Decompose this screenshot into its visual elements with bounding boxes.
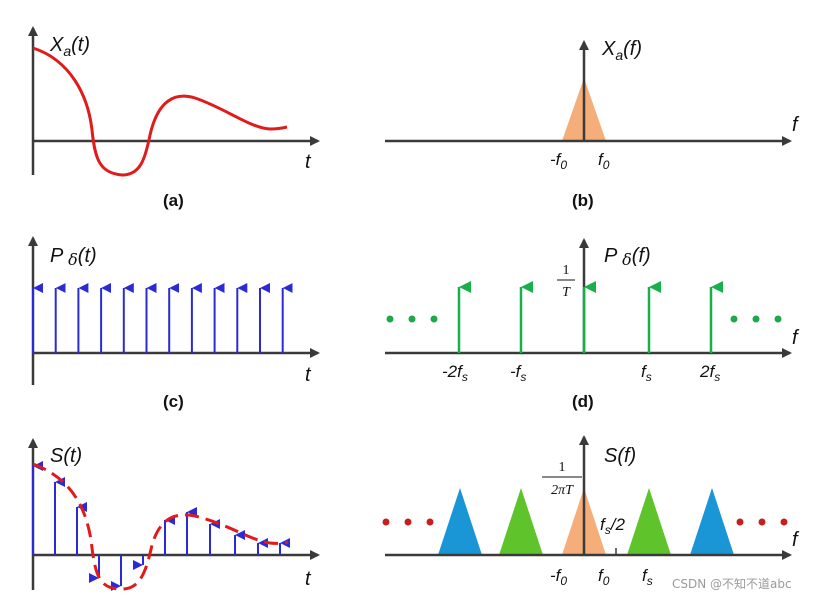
- d-amp-denominator: T: [562, 285, 571, 300]
- d-tick-minus-2fs: -2fs: [442, 362, 468, 384]
- d-dot: [430, 315, 438, 323]
- f-dot: [382, 518, 390, 526]
- panel-a: Xa(t) t (a): [28, 26, 320, 210]
- a-analog-signal-curve: [32, 46, 288, 177]
- c-y-label: P δ(t): [50, 245, 97, 269]
- d-tick-minus-fs: -fs: [510, 362, 526, 384]
- d-dot: [386, 315, 394, 323]
- panel-d: 1 T P δ(f) f -2fs -fs fs 2fs (d): [385, 238, 800, 411]
- f-ellipsis-right: [736, 518, 788, 526]
- panel-c: P δ(t) t (c): [28, 236, 320, 411]
- d-amp-numerator: 1: [563, 263, 570, 278]
- f-replica-blue-right: [690, 488, 734, 555]
- b-y-label: Xa(f): [601, 38, 642, 63]
- f-dot: [426, 518, 434, 526]
- f-amplitude-fraction: 1 2πT: [542, 460, 582, 498]
- f-dot: [736, 518, 744, 526]
- d-caption: (d): [572, 392, 594, 411]
- f-replica-green-left: [499, 488, 543, 555]
- a-x-label: t: [305, 151, 312, 173]
- panel-f: 1 2πT S(f) f fs/2 -f0 f0 fs: [382, 435, 800, 588]
- f-amp-denominator: 2πT: [551, 483, 574, 498]
- f-dot: [404, 518, 412, 526]
- a-caption: (a): [163, 191, 184, 210]
- f-tick-half-fs: fs/2: [600, 515, 625, 537]
- panel-e: S(t) t: [28, 438, 320, 591]
- f-amp-numerator: 1: [559, 460, 566, 475]
- a-y-label: Xa(t): [49, 34, 90, 59]
- f-tick-neg-f0: -f0: [550, 566, 567, 588]
- f-x-label: f: [792, 529, 800, 551]
- panel-b: Xa(f) f -f0 f0 (b): [385, 38, 800, 210]
- d-dot: [774, 315, 782, 323]
- c-caption: (c): [163, 392, 184, 411]
- e-sampled-impulses: [32, 461, 290, 591]
- e-y-label: S(t): [50, 445, 82, 467]
- d-dot: [730, 315, 738, 323]
- f-tick-fs: fs: [642, 566, 653, 588]
- d-spectral-impulses: [457, 281, 723, 353]
- d-dot: [752, 315, 760, 323]
- f-dot: [758, 518, 766, 526]
- b-caption: (b): [572, 191, 594, 210]
- d-tick-fs: fs: [641, 362, 652, 384]
- c-impulse-train: [32, 283, 293, 353]
- f-y-label: S(f): [604, 445, 636, 467]
- e-x-label: t: [305, 568, 312, 590]
- b-tick-pos-f0: f0: [598, 150, 610, 172]
- d-x-label: f: [792, 327, 800, 349]
- e-envelope-curve: [32, 462, 289, 591]
- d-amplitude-fraction: 1 T: [557, 263, 575, 300]
- d-ellipsis-left: [386, 315, 438, 323]
- f-ellipsis-left: [382, 518, 434, 526]
- d-y-label: P δ(f): [604, 245, 651, 269]
- f-replica-blue-left: [438, 488, 482, 555]
- d-dot: [408, 315, 416, 323]
- f-dot: [780, 518, 788, 526]
- d-ellipsis-right: [730, 315, 782, 323]
- c-x-label: t: [305, 364, 312, 386]
- f-tick-pos-f0: f0: [598, 566, 610, 588]
- csdn-watermark: CSDN @不知不道abc: [672, 577, 792, 591]
- d-tick-2fs: 2fs: [699, 362, 720, 384]
- f-replica-green-right: [627, 488, 671, 555]
- b-x-label: f: [792, 114, 800, 136]
- b-tick-neg-f0: -f0: [550, 150, 567, 172]
